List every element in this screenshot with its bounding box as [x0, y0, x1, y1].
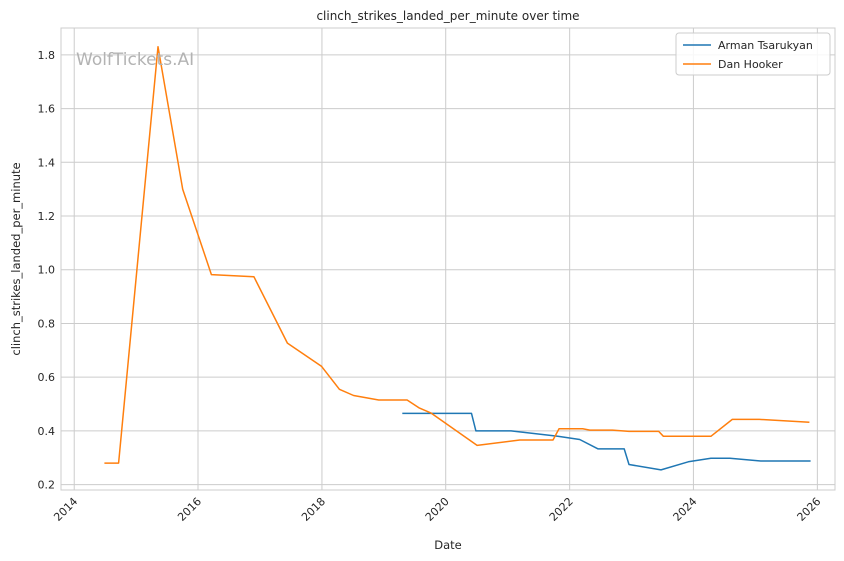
y-tick-label-0-8: 0.8	[38, 317, 56, 330]
watermark: WolfTickets.AI	[76, 50, 194, 70]
y-tick-label-1-0: 1.0	[38, 264, 56, 277]
x-axis-ticks: 2014 2016 2018 2020 2022 2024 2026	[51, 495, 823, 524]
grid	[61, 28, 835, 490]
y-tick-label-1-4: 1.4	[38, 156, 56, 169]
series-line-arman-tsarukyan	[402, 412, 811, 471]
x-tick-label-2016: 2016	[175, 495, 204, 524]
x-tick-label-2020: 2020	[423, 495, 452, 524]
legend-entry-arman-tsarukyan: Arman Tsarukyan	[718, 39, 813, 52]
y-axis-ticks: 0.2 0.4 0.6 0.8 1.0 1.2 1.4 1.6 1.8	[38, 49, 56, 492]
legend-box	[675, 32, 831, 76]
plot-frame	[60, 27, 836, 491]
y-tick-label-0-4: 0.4	[38, 425, 56, 438]
y-tick-label-0-6: 0.6	[38, 371, 56, 384]
legend-entry-dan-hooker: Dan Hooker	[718, 58, 783, 71]
y-tick-label-0-2: 0.2	[38, 479, 56, 492]
series-lines	[104, 46, 811, 471]
y-tick-label-1-2: 1.2	[38, 210, 56, 223]
y-axis-label: clinch_strikes_landed_per_minute	[9, 162, 23, 355]
legend: Arman Tsarukyan Dan Hooker	[675, 32, 831, 76]
x-tick-label-2026: 2026	[794, 495, 823, 524]
y-tick-label-1-8: 1.8	[38, 49, 56, 62]
series-line-dan-hooker	[104, 46, 810, 464]
x-tick-label-2024: 2024	[671, 495, 700, 524]
x-axis-label: Date	[434, 538, 462, 552]
y-tick-label-1-6: 1.6	[38, 103, 56, 116]
x-tick-label-2014: 2014	[51, 495, 80, 524]
x-tick-label-2018: 2018	[299, 495, 328, 524]
x-tick-label-2022: 2022	[547, 495, 576, 524]
chart-title: clinch_strikes_landed_per_minute over ti…	[316, 9, 579, 23]
